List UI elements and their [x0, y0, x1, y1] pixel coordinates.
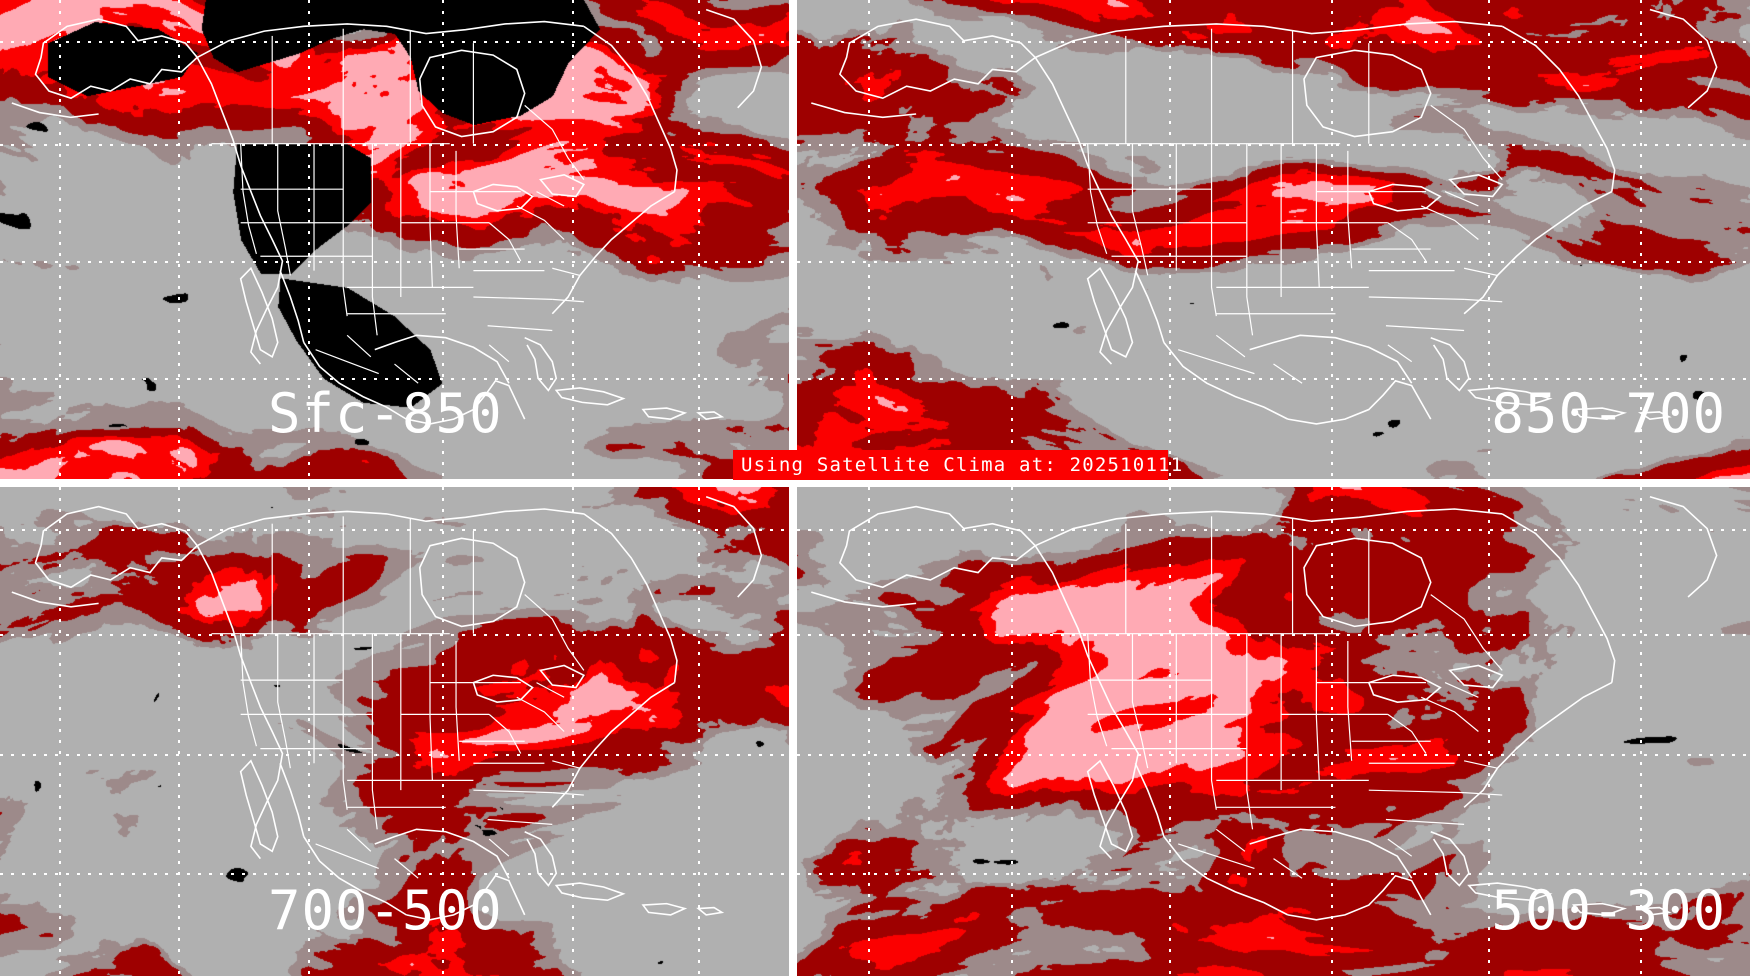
- panel-sfc-850[interactable]: Sfc-850: [0, 0, 789, 479]
- status-banner: Using Satellite Clima at: 202510111: [733, 450, 1182, 480]
- panel-label-850-700: 850-700: [1491, 382, 1726, 445]
- panel-700-500[interactable]: 700-500: [0, 487, 789, 976]
- horizontal-divider: [0, 479, 1750, 487]
- panel-label-500-300: 500-300: [1491, 879, 1726, 942]
- panel-label-sfc-850: Sfc-850: [268, 382, 503, 445]
- panel-850-700[interactable]: 850-700: [797, 0, 1750, 479]
- panel-500-300[interactable]: 500-300: [797, 487, 1750, 976]
- panel-label-700-500: 700-500: [268, 879, 503, 942]
- status-banner-text: Using Satellite Clima at: 202510111: [741, 454, 1184, 476]
- vertical-divider: [789, 0, 797, 976]
